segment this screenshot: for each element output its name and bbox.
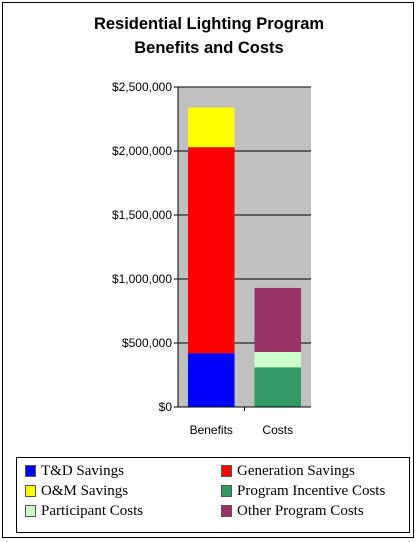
legend-label: Participant Costs xyxy=(41,503,144,519)
legend-label: T&D Savings xyxy=(41,463,124,479)
legend-swatch xyxy=(25,485,36,497)
legend-label: Program Incentive Costs xyxy=(237,483,386,499)
bar-segment xyxy=(187,147,235,354)
y-axis-ticks: $0 $500,000 $1,000,000 $1,500,000 $2,000,000… xyxy=(112,80,178,414)
legend-swatch xyxy=(25,505,36,517)
legend-label: Other Program Costs xyxy=(237,503,364,519)
chart-legend: T&D Savings Generation Savings O&M Savings… xyxy=(16,457,410,533)
chart-title-line-2: Benefits and Costs xyxy=(134,39,284,57)
legend-swatch xyxy=(25,465,36,477)
x-tick-label: Benefits xyxy=(190,423,233,437)
y-tick-label: $2,500,000 xyxy=(112,80,172,94)
bar-segment xyxy=(187,353,235,407)
y-tick-label: $1,500,000 xyxy=(112,208,172,222)
bar-segment xyxy=(254,287,302,352)
legend-label: O&M Savings xyxy=(41,483,129,499)
y-tick-label: $500,000 xyxy=(122,336,172,350)
legend-swatch xyxy=(221,505,232,517)
x-tick-label: Costs xyxy=(262,423,293,437)
bar-segment xyxy=(254,351,302,368)
bars xyxy=(187,107,302,407)
legend-swatch xyxy=(221,485,232,497)
chart-title-line-1: Residential Lighting Program xyxy=(93,15,325,33)
x-axis-labels: Benefits Costs xyxy=(190,407,293,437)
bar-segment xyxy=(254,367,302,407)
y-tick-label: $2,000,000 xyxy=(112,144,172,158)
legend-label: Generation Savings xyxy=(237,463,355,479)
chart-title: Residential Lighting Program Benefits an… xyxy=(0,12,418,60)
bar-segment xyxy=(187,107,235,148)
y-tick-label: $1,000,000 xyxy=(112,272,172,286)
y-tick-label: $0 xyxy=(159,400,173,414)
legend-swatch xyxy=(221,465,232,477)
